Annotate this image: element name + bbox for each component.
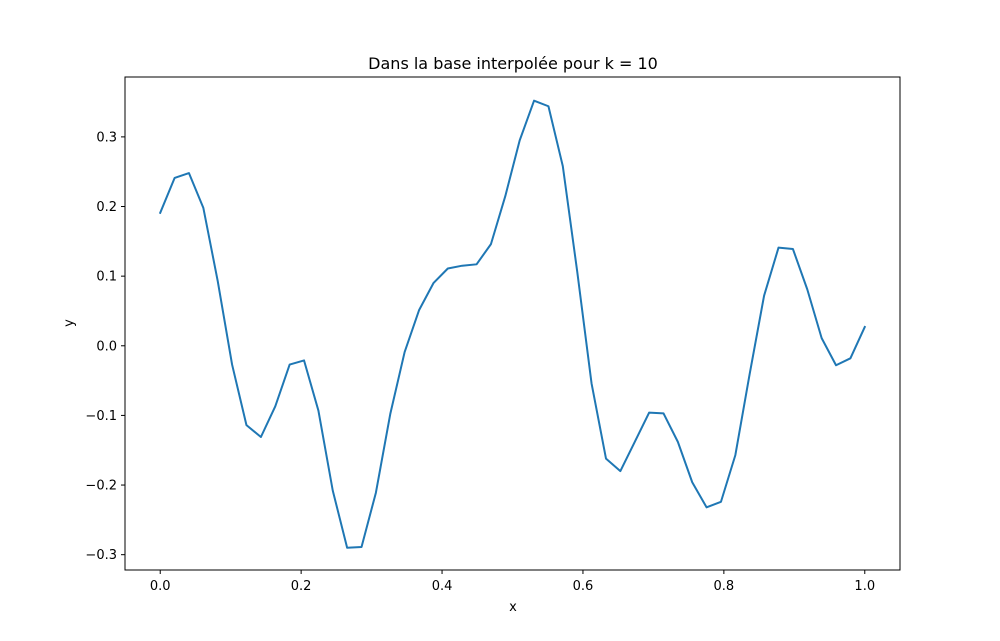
x-tick-label: 0.8	[714, 579, 735, 594]
series-layer	[158, 99, 867, 549]
y-tick-label: −0.2	[85, 479, 117, 494]
x-tick-label: 0.4	[432, 579, 453, 594]
x-tick-label: 0.0	[150, 579, 171, 594]
x-axis-ticks: 0.0 0.2 0.4 0.6 0.8 1.0	[150, 570, 875, 594]
y-tick-label: −0.1	[85, 409, 117, 424]
y-tick-label: 0.1	[96, 270, 117, 285]
y-tick-label: −0.3	[85, 548, 117, 563]
chart-title: Dans la base interpolée pour k = 10	[368, 54, 658, 73]
y-axis-ticks: −0.3 −0.2 −0.1 0.0 0.1 0.2 0.3	[85, 130, 125, 563]
y-tick-label: 0.2	[96, 200, 117, 215]
y-tick-label: 0.3	[96, 130, 117, 145]
x-tick-label: 0.6	[573, 579, 594, 594]
x-tick-label: 1.0	[854, 579, 875, 594]
y-axis-label: y	[62, 319, 77, 327]
x-tick-label: 0.2	[291, 579, 312, 594]
y-tick-label: 0.0	[96, 339, 117, 354]
series-line-0	[158, 99, 867, 549]
x-axis-label: x	[509, 600, 517, 615]
axes-frame	[124, 76, 901, 571]
plot-area: 0.0 0.2 0.4 0.6 0.8 1.0 −0.3 −0.2 −0.1 0.0 0.1 0.2…	[85, 76, 901, 594]
